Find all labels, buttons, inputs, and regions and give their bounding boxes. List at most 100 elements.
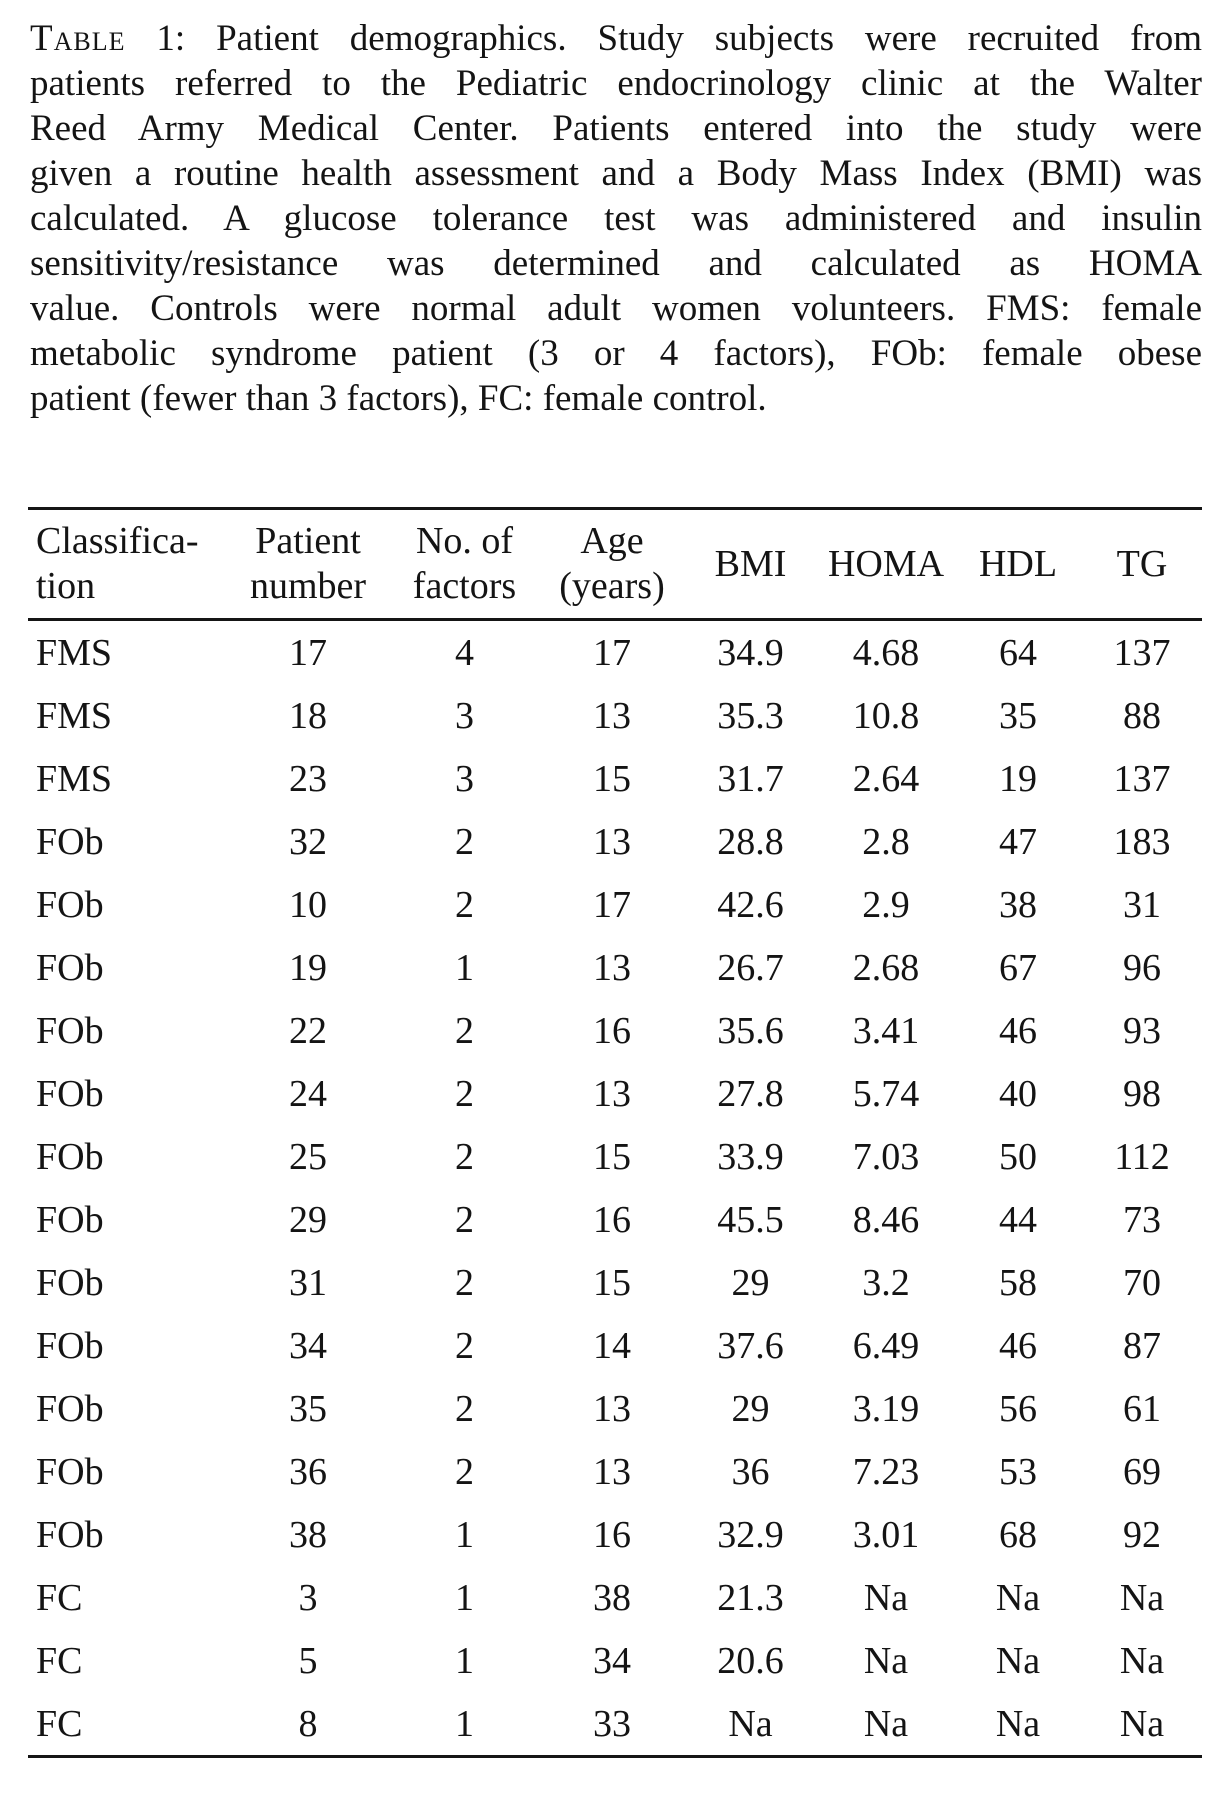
cell: 7.23 [852, 1450, 920, 1493]
table-row: FOb 25 2 15 33.9 7.03 50 112 [28, 1125, 1202, 1188]
caption-table-label: Table [30, 18, 126, 59]
cell: 98 [1123, 1072, 1161, 1115]
header-homa: HOMA [818, 508, 954, 621]
caption-line-text: 1: Patient demographics. Study subjects … [125, 18, 1202, 59]
cell: 17 [593, 883, 631, 926]
cell: FOb [36, 1198, 104, 1241]
cell: FOb [36, 1513, 104, 1556]
cell: FOb [36, 1261, 104, 1304]
cell: 16 [593, 1009, 631, 1052]
cell: 46 [999, 1324, 1037, 1367]
cell: 22 [289, 1009, 327, 1052]
cell: 44 [999, 1198, 1037, 1241]
cell: FOb [36, 1450, 104, 1493]
cell: 19 [999, 757, 1037, 800]
cell: FC [36, 1702, 83, 1745]
cell: 4.68 [852, 631, 920, 674]
cell: 2 [455, 1135, 474, 1178]
cell: Na [1119, 1702, 1165, 1745]
cell: FMS [36, 694, 113, 737]
header-classification: Classifica- tion [28, 508, 228, 621]
cell: 88 [1123, 694, 1161, 737]
table-row: FC 5 1 34 20.6 Na Na Na [28, 1629, 1202, 1692]
table-row: FOb 35 2 13 29 3.19 56 61 [28, 1377, 1202, 1440]
cell: 7.03 [852, 1135, 920, 1178]
cell: 2 [455, 1198, 474, 1241]
cell: 38 [593, 1576, 631, 1619]
cell: 38 [289, 1513, 327, 1556]
cell: 1 [455, 1702, 474, 1745]
cell: Na [1119, 1576, 1165, 1619]
cell: FOb [36, 1135, 104, 1178]
header-tg: TG [1082, 508, 1202, 621]
caption-line: Reed Army Medical Center. Patients enter… [30, 108, 1202, 149]
cell: 37.6 [717, 1324, 784, 1367]
cell: 29 [731, 1387, 770, 1430]
cell: 56 [999, 1387, 1037, 1430]
cell: 26.7 [717, 946, 784, 989]
cell: 35.3 [717, 694, 784, 737]
header-patient-number: Patient number [228, 508, 388, 621]
cell: FOb [36, 883, 104, 926]
cell: 93 [1123, 1009, 1161, 1052]
header-bmi: BMI [683, 508, 818, 621]
cell: 2 [455, 1009, 474, 1052]
cell: 2 [455, 1324, 474, 1367]
cell: 16 [593, 1198, 631, 1241]
cell: Na [863, 1576, 909, 1619]
cell: 40 [999, 1072, 1037, 1115]
cell: 3 [455, 757, 474, 800]
patient-demographics-table: Classifica- tion Patient number No. of f… [28, 507, 1202, 1758]
cell: 32 [289, 820, 327, 863]
table-body: FMS 17 4 17 34.9 4.68 64 137 FMS 18 3 13 35.3 10.8 35 8… [28, 620, 1202, 1757]
caption-line: calculated. A glucose tolerance test was… [30, 198, 1202, 239]
cell: 5.74 [852, 1072, 920, 1115]
cell: 32.9 [717, 1513, 784, 1556]
cell: 29 [731, 1261, 770, 1304]
cell: 2 [455, 1387, 474, 1430]
cell: 13 [593, 694, 631, 737]
cell: 13 [593, 820, 631, 863]
table-row: FOb 10 2 17 42.6 2.9 38 31 [28, 873, 1202, 936]
caption-line: patient (fewer than 3 factors), FC: fema… [30, 378, 767, 419]
table-row: FC 8 1 33 Na Na Na Na [28, 1692, 1202, 1757]
cell: 53 [999, 1450, 1037, 1493]
cell: 45.5 [717, 1198, 784, 1241]
table-row: FOb 38 1 16 32.9 3.01 68 92 [28, 1503, 1202, 1566]
cell: 2.64 [852, 757, 920, 800]
header-age-years: Age (years) [541, 508, 683, 621]
caption-line: given a routine health assessment and a … [30, 153, 1202, 194]
cell: 34 [593, 1639, 631, 1682]
table-row: FC 3 1 38 21.3 Na Na Na [28, 1566, 1202, 1629]
cell: 3 [298, 1576, 318, 1619]
cell: 15 [593, 1261, 631, 1304]
cell: 1 [455, 1639, 474, 1682]
caption-line: metabolic syndrome patient (3 or 4 facto… [30, 333, 1202, 374]
table-row: FOb 19 1 13 26.7 2.68 67 96 [28, 936, 1202, 999]
cell: 58 [999, 1261, 1037, 1304]
cell: 3.19 [852, 1387, 920, 1430]
cell: 1 [455, 1513, 474, 1556]
cell: 38 [999, 883, 1037, 926]
cell: 8.46 [852, 1198, 920, 1241]
cell: 20.6 [717, 1639, 784, 1682]
cell: Na [995, 1702, 1041, 1745]
cell: 21.3 [717, 1576, 784, 1619]
cell: 36 [289, 1450, 327, 1493]
cell: 14 [593, 1324, 631, 1367]
cell: Na [995, 1639, 1041, 1682]
cell: 47 [999, 820, 1037, 863]
cell: 5 [298, 1639, 318, 1682]
cell: 4 [455, 631, 474, 674]
cell: 2.8 [862, 820, 910, 863]
cell: 19 [289, 946, 327, 989]
table-row: FMS 18 3 13 35.3 10.8 35 88 [28, 684, 1202, 747]
cell: 31 [1123, 883, 1161, 926]
cell: 33 [593, 1702, 631, 1745]
cell: 17 [593, 631, 631, 674]
cell: 35 [999, 694, 1037, 737]
cell: 35 [289, 1387, 327, 1430]
header-row: Classifica- tion Patient number No. of f… [28, 508, 1202, 621]
cell: 25 [289, 1135, 327, 1178]
